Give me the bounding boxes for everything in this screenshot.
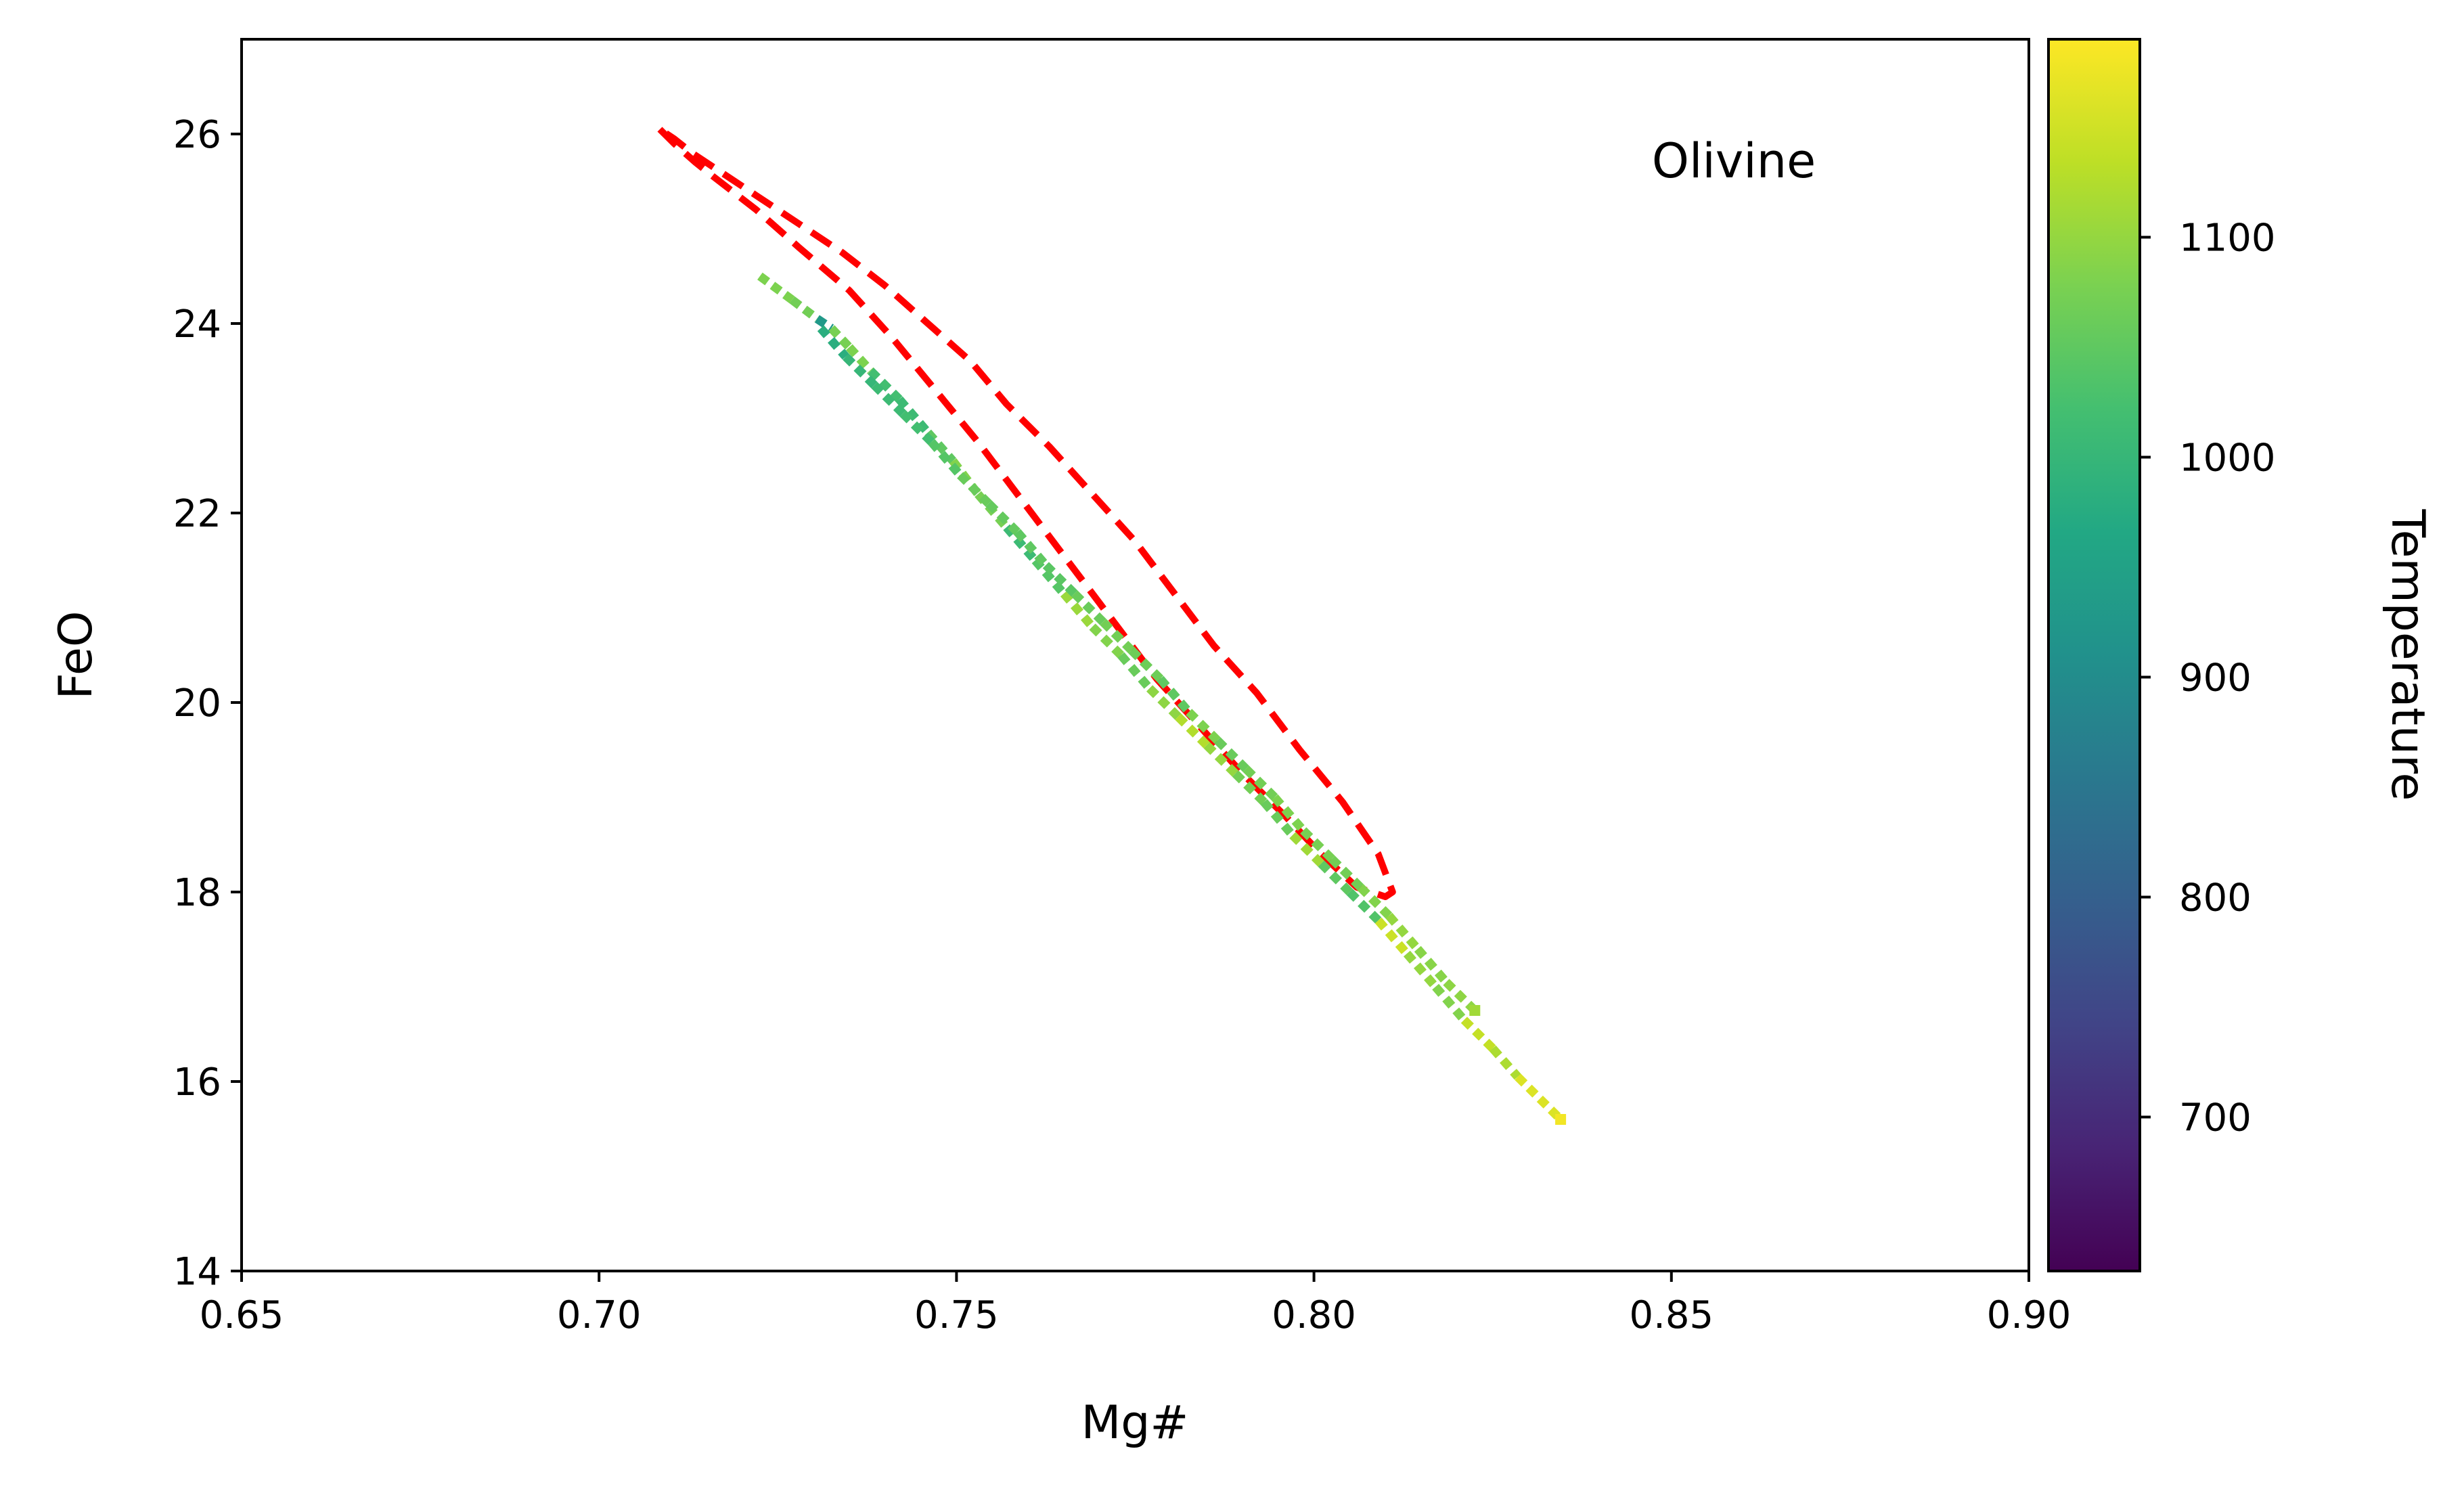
scatter-point-segment [1260, 799, 1296, 839]
colorbar-tick-label: 1100 [2179, 217, 2276, 261]
x-tick-label: 0.80 [1272, 1293, 1356, 1337]
scatter-point-segment [1318, 860, 1353, 895]
scatter-point-segment [1385, 912, 1421, 952]
scatter-point-segment [1232, 770, 1268, 805]
plot-frame [240, 38, 2030, 1272]
scatter-point-segment [789, 296, 820, 323]
scatter-point-segment [1146, 685, 1182, 720]
scatter-point-segment [1346, 889, 1382, 924]
scatter-point-segment [814, 315, 834, 332]
colorbar-gradient [2047, 38, 2141, 1272]
y-tick-label: 26 [173, 113, 221, 157]
x-axis-label: Mg# [1081, 1396, 1189, 1450]
colorbar-tick-label: 700 [2179, 1096, 2252, 1140]
x-tick-label: 0.90 [1987, 1293, 2071, 1337]
scatter-point-segment [1042, 562, 1078, 597]
plot-area [657, 126, 1567, 1125]
colorbar-tick-label: 900 [2179, 656, 2252, 700]
x-axis: 0.65 0.70 0.75 0.80 0.85 0.90 [200, 1271, 2071, 1337]
scatter-point-segment [1203, 742, 1238, 777]
scatter-point-segment [1214, 737, 1249, 772]
scatter-point-segment [846, 344, 874, 374]
scatter-point-segment [1328, 855, 1364, 891]
colorbar: 700 800 900 1000 1100 Temperature [2047, 38, 2434, 1272]
scatter-point-segment [1157, 675, 1192, 715]
scatter-point-segment [1414, 945, 1450, 985]
colorbar-label: Temperature [2381, 509, 2434, 801]
scatter-point-segment [957, 472, 992, 507]
scatter-point-segment [1089, 623, 1124, 659]
scatter-point-segment [1128, 647, 1164, 682]
scatter-point-segment [871, 382, 906, 417]
y-tick-label: 20 [173, 682, 221, 726]
y-tick-label: 18 [173, 871, 221, 915]
scatter-point [1469, 1005, 1481, 1016]
y-tick-label: 24 [173, 303, 221, 347]
y-tick-label: 14 [173, 1250, 221, 1294]
scatter-point-segment [1300, 827, 1335, 862]
scatter-point-segment [1374, 917, 1410, 957]
scatter-point-segment [868, 367, 903, 403]
x-tick-label: 0.85 [1629, 1293, 1713, 1337]
x-tick-label: 0.75 [914, 1293, 999, 1337]
scatter-point-segment [1403, 950, 1439, 990]
colorbar-tick-label: 800 [2179, 876, 2252, 920]
scatter-point-segment [1271, 794, 1307, 834]
x-tick-label: 0.70 [557, 1293, 642, 1337]
y-axis-label: FeO [49, 611, 103, 700]
colorbar-ticks: 700 800 900 1000 1100 [2140, 217, 2276, 1140]
scatter-point-segment [1175, 713, 1210, 749]
scatter-point [1555, 1114, 1567, 1125]
scatter-point-segment [757, 272, 795, 304]
scatter-point-segment [1100, 619, 1135, 654]
scatter-point-segment [928, 439, 964, 478]
scatter-point-segment [828, 325, 853, 351]
scatter-point-segment [985, 500, 1021, 535]
scatter-point-segment [895, 396, 932, 436]
scatter-point-segment [1242, 765, 1278, 801]
scatter-point-segment [1060, 590, 1096, 630]
y-tick-label: 16 [173, 1061, 221, 1105]
red-dashed-contour [657, 126, 1396, 900]
scatter-point-segment [1289, 832, 1324, 867]
x-tick-label: 0.65 [200, 1293, 284, 1337]
scatter-point-segment [1515, 1073, 1564, 1123]
scatter-point-segment [1071, 590, 1106, 625]
scatter-point-segment [1489, 1045, 1521, 1080]
scatter-point-segment [899, 410, 935, 445]
scatter-point-segment [1186, 709, 1221, 744]
scatter-point-segment [1117, 652, 1153, 692]
scatter-point-segment [1003, 524, 1039, 564]
mineral-annotation: Olivine [1652, 133, 1816, 189]
scatter-point-segment [1357, 884, 1393, 919]
y-tick-label: 22 [173, 492, 221, 536]
scatter-point-segment [1014, 529, 1050, 569]
colorbar-tick-label: 1000 [2179, 437, 2276, 481]
scatter-point-segment [1432, 983, 1468, 1023]
scatter-point-segment [843, 353, 878, 388]
scatter-point-segment [817, 325, 849, 360]
scatter-point-segment [1460, 1017, 1496, 1052]
scatter-point-segment [1031, 557, 1067, 597]
y-axis: 14 16 18 20 22 24 26 [173, 113, 242, 1294]
